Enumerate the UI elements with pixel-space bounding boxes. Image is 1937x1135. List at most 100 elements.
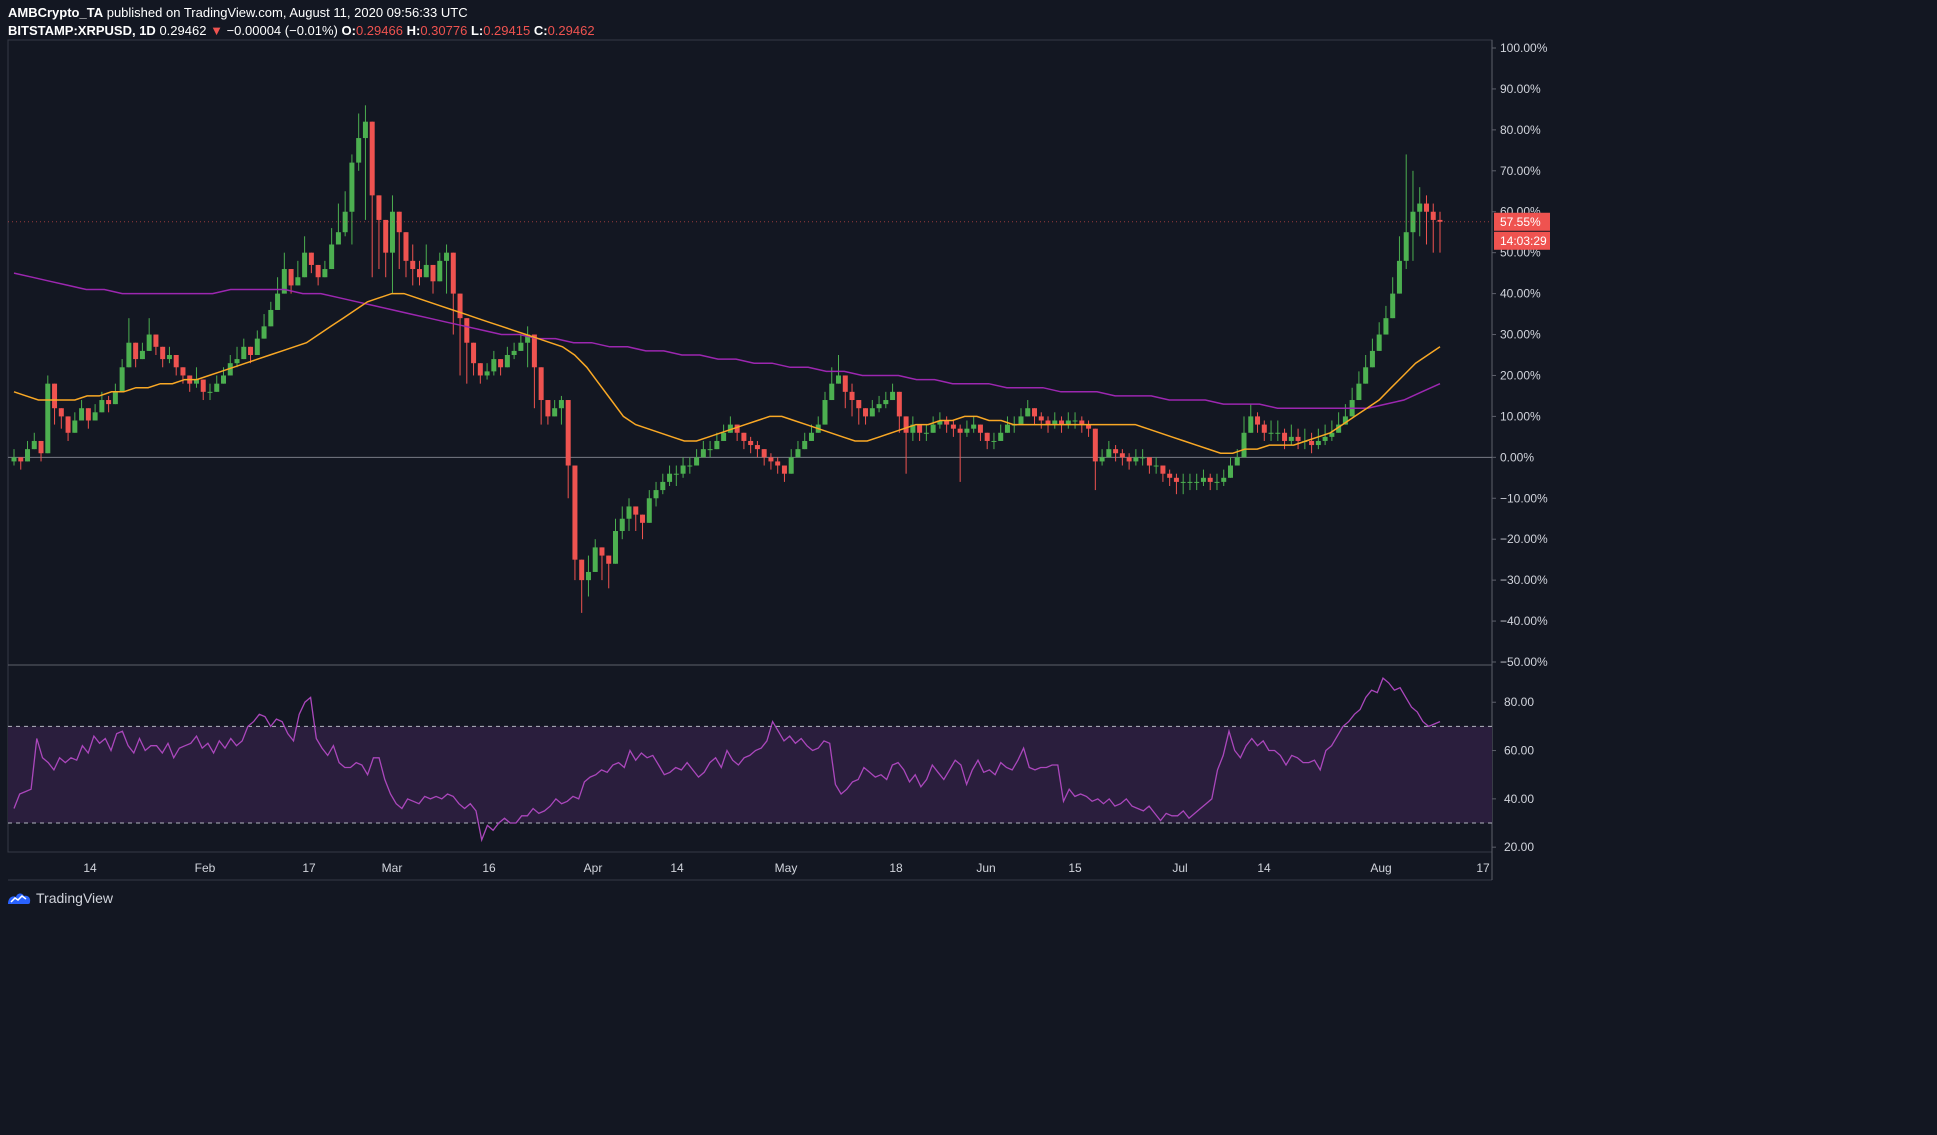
candle-body (1390, 293, 1396, 319)
candle-body (842, 375, 848, 392)
low-value: 0.29415 (483, 23, 531, 38)
candle-body (362, 121, 368, 139)
candle-body (1092, 428, 1098, 462)
y-tick-label: 20.00% (1500, 368, 1541, 382)
candle-body (788, 457, 794, 474)
y-tick-label: 30.00% (1500, 328, 1541, 342)
candle-body (1356, 383, 1362, 401)
candle-body (1383, 318, 1389, 335)
candle-body (430, 264, 436, 282)
candle-body (1322, 436, 1328, 441)
candle-body (721, 432, 727, 441)
y-tick-label: 100.00% (1500, 41, 1548, 55)
candle-body (748, 440, 754, 446)
countdown-label: 14:03:29 (1500, 234, 1547, 248)
candle-body (727, 424, 733, 433)
candle-body (1268, 432, 1274, 434)
candle-body (1282, 432, 1288, 441)
x-tick-label: 17 (302, 861, 316, 875)
candle-body (254, 338, 260, 355)
candle-body (1376, 334, 1382, 351)
candle-body (1207, 477, 1213, 482)
tradingview-footer[interactable]: TradingView (6, 890, 113, 906)
candle-body (917, 424, 923, 433)
candle-body (1173, 477, 1179, 482)
candle-body (903, 416, 909, 433)
rsi-y-tick-label: 40.00 (1504, 792, 1534, 806)
candle-body (876, 404, 882, 409)
candle-body (369, 121, 375, 196)
symbol-label[interactable]: BITSTAMP:XRPUSD, 1D (8, 23, 156, 38)
candle-body (329, 244, 335, 270)
tradingview-logo-icon (8, 893, 31, 904)
candle-body (896, 391, 902, 417)
candle-body (1403, 232, 1409, 261)
rsi-line (13, 677, 1441, 843)
candle-body (849, 391, 855, 401)
candle-body (221, 375, 227, 384)
candle-body (356, 138, 362, 163)
candle-body (795, 449, 801, 458)
candle-body (910, 424, 916, 433)
candle-body (808, 432, 814, 441)
candle-body (680, 465, 686, 474)
slow-moving-average-line (13, 272, 1441, 409)
candle-body (977, 424, 983, 433)
candle-body (511, 350, 517, 355)
candle-body (1255, 416, 1261, 425)
chart-canvas[interactable]: 100.00%90.00%80.00%70.00%60.00%50.00%40.… (0, 0, 1568, 919)
candle-body (998, 432, 1004, 441)
candle-body (92, 412, 98, 421)
candle-body (416, 269, 422, 278)
x-tick-label: Jun (976, 861, 995, 875)
candle-body (1025, 408, 1031, 417)
candle-body (31, 440, 37, 450)
x-tick-label: Apr (584, 861, 603, 875)
candle-body (126, 342, 132, 368)
candle-body (173, 355, 179, 368)
candle-body (58, 408, 64, 417)
candle-body (1045, 420, 1051, 425)
x-tick-label: 17 (1476, 861, 1490, 875)
candle-body (99, 400, 105, 413)
candle-body (1086, 424, 1092, 429)
candle-body (241, 346, 247, 360)
candle-body (761, 449, 767, 458)
candle-body (1133, 457, 1139, 462)
candle-body (700, 449, 706, 458)
candle-body (585, 571, 591, 581)
candle-body (944, 420, 950, 425)
author-name[interactable]: AMBCrypto_TA (8, 5, 104, 20)
candle-body (11, 457, 17, 462)
candle-body (1194, 481, 1200, 483)
x-tick-label: Jul (1172, 861, 1187, 875)
candle-body (1167, 473, 1173, 478)
candle-body (234, 359, 240, 364)
candle-body (1241, 432, 1247, 458)
candle-body (1396, 260, 1402, 294)
candle-body (450, 252, 456, 294)
candle-body (1059, 420, 1065, 425)
candle-body (822, 400, 828, 425)
candle-body (984, 432, 990, 441)
close-label: C: (533, 23, 548, 38)
candle-body (268, 309, 274, 327)
candle-body (545, 400, 551, 417)
x-tick-label: 14 (83, 861, 97, 875)
candle-body (930, 424, 936, 433)
candle-body (1363, 367, 1369, 384)
candle-body (1309, 440, 1315, 446)
candle-body (396, 211, 402, 233)
candle-body (552, 408, 558, 417)
candle-body (612, 531, 618, 564)
rsi-y-tick-label: 80.00 (1504, 695, 1534, 709)
candle-body (1079, 420, 1085, 425)
candle-body (673, 473, 679, 475)
candle-body (592, 547, 598, 572)
candle-body (667, 473, 673, 482)
candle-body (1369, 350, 1375, 368)
candle-body (200, 379, 206, 392)
fast-moving-average-line (13, 292, 1441, 454)
candle-body (389, 211, 395, 253)
candle-body (18, 457, 24, 462)
